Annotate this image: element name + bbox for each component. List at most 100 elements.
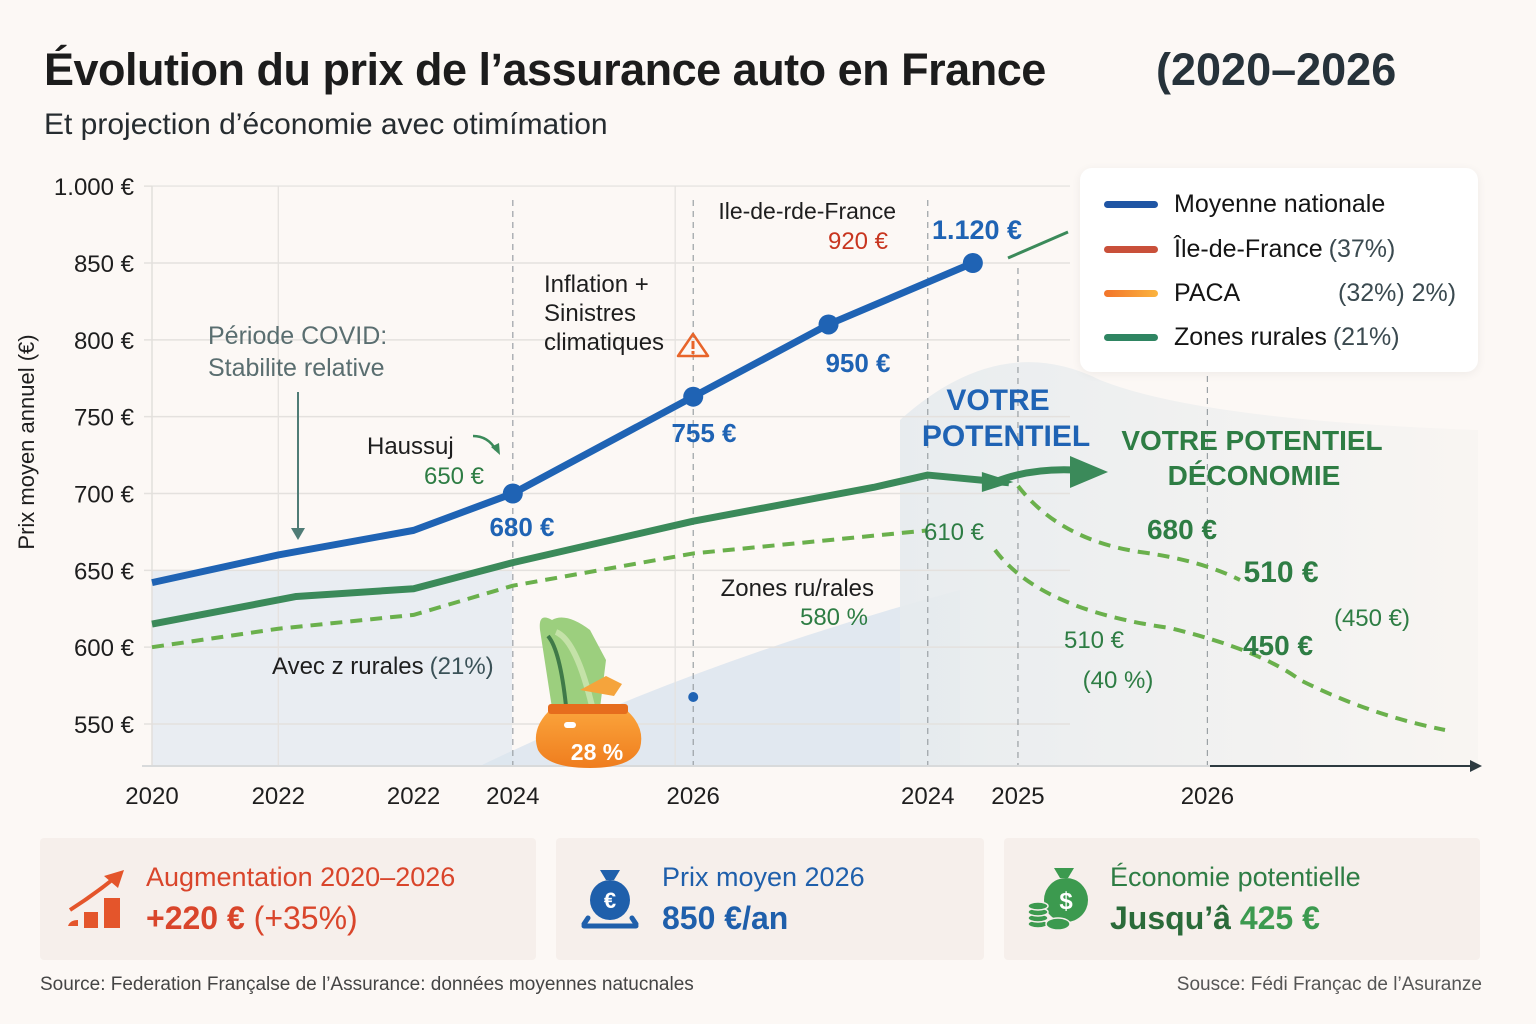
card-value: Jusqu’â 425 € [1110,900,1320,937]
data-point-national [683,386,704,407]
title-years: (2020–2026 [1156,44,1397,95]
y-tick-label: 600 € [74,635,135,662]
legend-pct: (32%) 2%) [1338,279,1457,307]
card-label: Économie potentielle [1110,862,1361,892]
avec-rurales-label: Avec z rurales [272,653,424,680]
covid-annotation-line1: Période COVID: [208,322,387,350]
x-tick-label: 2022 [252,783,305,810]
data-label: 510 € [1243,556,1318,589]
data-label: 680 € [1147,514,1217,545]
x-tick-label: 2026 [1181,783,1234,810]
euro-money-bag-icon: € [581,870,639,929]
series-line-optimisation [151,528,928,650]
card-value-main: Jusqu’â [1110,900,1231,936]
source-note-left: Source: Federation Françalse de l’Assura… [40,974,694,995]
warning-icon [676,332,710,358]
data-label: 1.120 € [932,215,1022,245]
card-label: Prix moyen 2026 [662,862,865,892]
y-tick-label: 850 € [74,251,135,278]
data-label: 920 € [828,228,889,255]
x-axis-arrow-icon [1470,760,1482,772]
source-note-right: Sousce: Fédi Françac de l’Asuranze [1176,974,1482,995]
card-value-main: +220 € [146,900,245,936]
y-tick-label: 1.000 € [54,174,135,201]
data-point-national [962,253,983,273]
data-label: 680 € [489,512,554,542]
inflation-annotation-line1: Inflation + [544,271,649,298]
svg-text:$: $ [1059,888,1073,915]
x-tick-label: 2026 [667,783,720,810]
money-bag-illustration: 28 % [535,617,642,768]
legend-item-paca[interactable]: PACA (32%) 2%) [1104,279,1456,308]
data-label: (40 %) [1083,667,1154,694]
zones-rurales-annotation: Zones ru/rales [721,575,874,602]
card-value-sub: (+35%) [253,900,358,936]
card-value-amount: 425 € [1239,900,1320,936]
legend-label: Île-de-France [1174,235,1323,263]
card-augmentation: Augmentation 2020–2026 +220 € (+35%) [40,838,536,960]
x-tick-label: 2024 [486,783,539,810]
dollar-money-bag-icon: $ [1027,868,1088,931]
data-point-national [502,483,523,504]
covid-arrow-icon [291,392,305,540]
economie-heading-line1: VOTRE POTENTIEL [1121,425,1382,456]
data-point-national [818,314,839,335]
inflation-annotation-line3: climatiques [544,329,664,356]
x-tick-label: 2025 [991,783,1044,810]
card-economie: $ Économie potentielle Jusqu’â 425 € [1004,838,1480,960]
legend-swatch-rural [1104,334,1158,341]
idf-annotation: Ile-de-rde-France [718,198,896,224]
curved-arrow-icon [472,434,500,455]
card-value: +220 € (+35%) [146,900,358,937]
card-label: Augmentation 2020–2026 [146,862,456,892]
series-line-trend [1007,230,1069,260]
votre-potentiel-line2: POTENTIEL [922,420,1090,453]
chart-legend: Moyenne nationale Île-de-France (37%) PA… [1080,168,1478,372]
y-tick-label: 700 € [74,482,135,509]
svg-text:€: € [604,888,616,913]
legend-swatch-national [1104,201,1158,208]
chart-up-icon [68,870,124,928]
data-point-small [688,692,699,702]
data-label: 650 € [424,463,485,490]
card-value-main: 850 €/an [662,900,789,936]
card-value: 850 €/an [662,900,788,937]
legend-pct: (21%) [1332,323,1400,351]
data-label: 450 € [1243,630,1313,661]
legend-swatch-idf [1104,246,1158,253]
hausse-annotation: Haussuj [367,433,454,460]
bag-percent: 28 % [571,739,623,765]
votre-potentiel-line1: VOTRE [946,384,1049,417]
y-tick-label: 650 € [74,558,135,585]
page-subtitle: Et projection d’économie avec otimímatio… [44,108,608,141]
y-tick-label: 800 € [74,328,135,355]
x-tick-label: 2022 [387,783,440,810]
projection-arrow-icon [1070,456,1108,488]
data-label: (450 €) [1334,605,1410,632]
projection-zone-fill [900,362,1478,766]
data-label: 610 € [924,519,985,546]
legend-label: Moyenne nationale [1174,190,1386,218]
x-tick-label: 2024 [901,783,954,810]
legend-pct: (37%) [1328,235,1396,263]
data-label: 755 € [671,418,736,448]
data-label: 950 € [825,348,890,378]
avec-rurales-pct: (21%) [430,653,494,680]
data-label: 510 € [1064,627,1125,654]
y-axis-title: Prix moyen annuel (€) [14,334,39,549]
legend-label: PACA [1174,279,1241,307]
legend-item-idf[interactable]: Île-de-France (37%) [1104,235,1395,264]
x-tick-label: 2020 [125,783,178,810]
legend-item-rural[interactable]: Zones rurales (21%) [1104,323,1400,352]
card-prix-moyen: € Prix moyen 2026 850 €/an [556,838,984,960]
series-line-projection-high [1016,484,1241,582]
legend-label: Zones rurales [1174,323,1327,351]
legend-item-national[interactable]: Moyenne nationale [1104,190,1391,219]
legend-swatch-paca [1104,290,1158,297]
y-tick-label: 750 € [74,405,135,432]
economie-heading-line2: DÉCONOMIE [1168,460,1341,491]
price-line-chart: 1.000 € 850 € 800 € 750 € 700 € 650 € 600 € 550… [14,174,1482,810]
avec-rurales-annotation: Avec z rurales (21%) [272,653,494,680]
y-tick-label: 550 € [74,712,135,739]
page-title: Évolution du prix de l’assurance auto en… [44,44,1046,95]
